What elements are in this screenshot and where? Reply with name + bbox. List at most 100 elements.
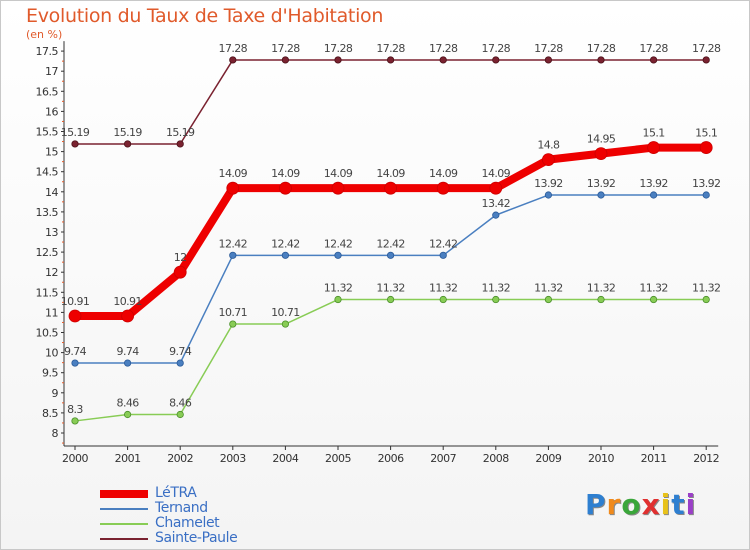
- x-tick-label: 2004: [272, 452, 298, 465]
- y-tick-label: 14.5: [36, 166, 59, 179]
- data-point: [702, 191, 710, 199]
- data-label: 9.74: [169, 345, 192, 358]
- x-tick-label: 2010: [588, 452, 614, 465]
- data-label: 12.42: [324, 237, 353, 250]
- data-point: [334, 251, 342, 259]
- data-label: 14.09: [482, 167, 511, 180]
- data-point: [121, 309, 134, 323]
- data-point: [281, 251, 289, 259]
- y-tick-label: 17.5: [36, 45, 59, 58]
- legend-swatch: [100, 538, 148, 540]
- x-tick-label: 2009: [535, 452, 561, 465]
- x-tick-label: 2006: [378, 452, 404, 465]
- data-point: [281, 320, 289, 328]
- y-tick-label: 13: [45, 226, 58, 239]
- data-point: [492, 56, 500, 64]
- x-tick-label: 2007: [430, 452, 456, 465]
- data-label: 17.28: [324, 42, 353, 55]
- data-label: 10.71: [271, 306, 300, 319]
- data-point: [542, 153, 555, 167]
- data-point: [649, 295, 658, 304]
- data-label: 13.92: [639, 177, 668, 190]
- data-label: 12.42: [271, 237, 300, 250]
- axes: 8 8.5 9 9.5 10 10.5 11 11.5 12 12.5 13 13.5 14 14.5 15…: [36, 41, 720, 465]
- data-point: [649, 191, 658, 199]
- y-tick-label: 13.5: [36, 206, 59, 219]
- data-label: 17.28: [376, 42, 405, 55]
- y-tick-label: 10.5: [36, 327, 59, 340]
- y-tick-label: 10: [45, 347, 58, 360]
- data-point: [439, 56, 447, 64]
- data-point: [124, 140, 132, 148]
- y-tick-label: 14: [45, 186, 58, 199]
- data-label: 10.91: [113, 295, 142, 308]
- data-point: [229, 320, 237, 328]
- data-label: 17.28: [219, 42, 248, 55]
- data-point: [124, 359, 132, 367]
- legend-swatch: [100, 523, 148, 525]
- legend-label: Chamelet: [155, 515, 220, 531]
- data-label: 17.28: [534, 42, 563, 55]
- data-label: 8.46: [117, 397, 140, 410]
- x-tick-label: 2011: [641, 452, 667, 465]
- chart-subtitle: (en %): [26, 28, 63, 41]
- legend-label: LéTRA: [155, 485, 197, 501]
- data-point: [699, 141, 713, 154]
- data-label: 17.28: [639, 42, 668, 55]
- data-point: [702, 295, 710, 304]
- x-tick-label: 2003: [220, 452, 246, 465]
- y-tick-label: 11: [45, 306, 58, 319]
- x-tick-label: 2000: [62, 452, 88, 465]
- data-point: [492, 295, 500, 304]
- data-label: 14.09: [376, 167, 405, 180]
- data-point: [492, 211, 500, 219]
- logo-letter: i: [685, 488, 697, 521]
- data-point: [176, 140, 184, 148]
- data-label: 13.92: [692, 177, 721, 190]
- y-tick-label: 16: [45, 105, 58, 118]
- data-label: 11.32: [376, 282, 405, 295]
- data-label: 14.09: [429, 167, 458, 180]
- data-label: 15.1: [643, 127, 665, 140]
- data-point: [544, 56, 553, 64]
- data-label: 11.32: [534, 282, 563, 295]
- x-tick-label: 2002: [167, 452, 193, 465]
- y-tick-label: 12: [45, 266, 58, 279]
- logo-letter: r: [606, 488, 622, 521]
- series-layer: [68, 56, 713, 425]
- data-point: [597, 56, 605, 64]
- data-point: [229, 56, 237, 64]
- data-label: 10.91: [61, 295, 90, 308]
- y-tick-label: 8: [52, 427, 59, 440]
- y-tick-label: 11.5: [36, 286, 59, 299]
- data-point: [226, 181, 240, 195]
- data-label: 9.74: [117, 345, 140, 358]
- data-label: 15.19: [166, 126, 195, 139]
- data-label: 9.74: [64, 345, 87, 358]
- data-point: [176, 359, 184, 367]
- data-label: 11.32: [482, 282, 511, 295]
- data-point: [334, 295, 342, 304]
- data-label: 11.32: [324, 282, 353, 295]
- data-label: 13.42: [482, 197, 511, 210]
- data-label: 14.09: [271, 167, 300, 180]
- data-point: [439, 295, 447, 304]
- data-point: [124, 410, 132, 419]
- data-label: 17.28: [587, 42, 616, 55]
- data-point: [386, 295, 395, 304]
- data-point: [386, 251, 395, 259]
- data-label: 11.32: [587, 282, 616, 295]
- proxiti-logo: Proxiti: [585, 488, 696, 521]
- y-tick-label: 15.5: [36, 126, 59, 139]
- data-point: [229, 251, 237, 259]
- data-point: [281, 56, 289, 64]
- legend-label: Ternand: [155, 500, 208, 516]
- x-tick-label: 2005: [325, 452, 351, 465]
- data-point: [544, 191, 553, 199]
- y-tick-label: 9.5: [42, 367, 58, 380]
- data-label: 13.92: [587, 177, 616, 190]
- logo-letter: o: [621, 488, 642, 521]
- y-tick-label: 9: [52, 387, 59, 400]
- data-label: 12: [174, 251, 187, 264]
